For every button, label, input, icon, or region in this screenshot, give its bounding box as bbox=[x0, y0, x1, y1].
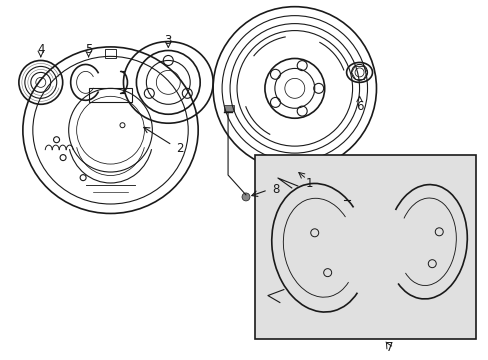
Circle shape bbox=[80, 175, 86, 181]
Text: 6: 6 bbox=[355, 100, 363, 113]
Text: 2: 2 bbox=[176, 141, 183, 155]
Text: 4: 4 bbox=[37, 43, 44, 56]
Bar bbox=[224, 105, 234, 111]
Circle shape bbox=[120, 123, 125, 128]
Text: 8: 8 bbox=[272, 184, 279, 197]
Text: 5: 5 bbox=[85, 43, 92, 56]
Bar bbox=[104, 49, 116, 58]
Bar bbox=[88, 88, 132, 102]
Text: 7: 7 bbox=[385, 341, 392, 354]
Circle shape bbox=[242, 193, 249, 201]
Circle shape bbox=[54, 137, 60, 143]
Text: 1: 1 bbox=[305, 177, 313, 190]
Text: 3: 3 bbox=[164, 34, 172, 47]
Circle shape bbox=[60, 154, 66, 161]
Bar bbox=[254, 155, 475, 339]
